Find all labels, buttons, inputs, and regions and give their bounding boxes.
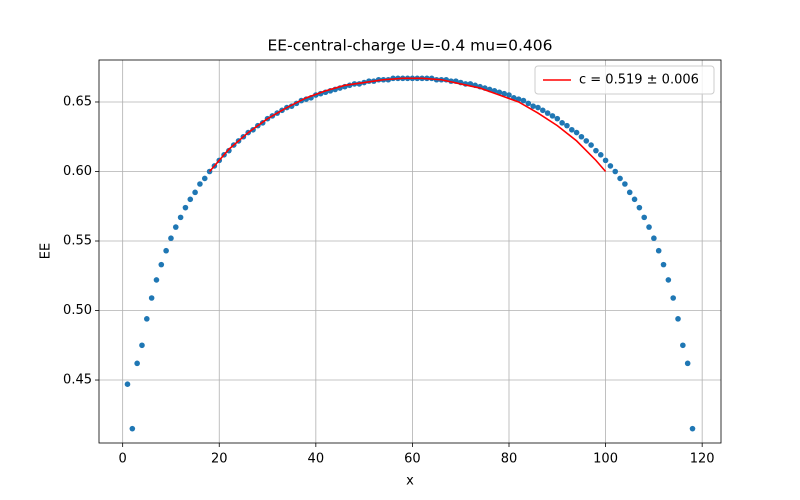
data-point: [564, 122, 570, 129]
x-tick-label: 0: [119, 452, 127, 467]
data-point: [129, 425, 136, 432]
data-point: [607, 163, 614, 169]
data-point: [660, 261, 667, 268]
data-point: [520, 97, 527, 104]
y-tick-label: 0.60: [63, 164, 92, 179]
x-tick-label: 80: [501, 452, 518, 467]
data-point: [655, 247, 662, 254]
data-point: [622, 181, 628, 187]
x-tick-label: 20: [211, 452, 228, 467]
data-point: [187, 196, 194, 203]
data-point: [684, 360, 691, 367]
y-tick-label: 0.55: [63, 234, 92, 249]
data-point: [568, 126, 575, 133]
data-point: [602, 157, 609, 164]
data-point: [124, 381, 131, 387]
data-point: [148, 295, 155, 301]
x-axis-label: x: [406, 474, 414, 489]
data-point: [578, 133, 585, 140]
data-point: [544, 110, 551, 116]
data-point: [168, 235, 174, 242]
fit-line: [208, 77, 607, 173]
data-point: [163, 247, 169, 254]
data-point: [549, 113, 556, 119]
data-point: [646, 224, 652, 230]
plot-frame: [98, 59, 722, 444]
data-point: [177, 214, 184, 221]
legend-label: c = 0.519 ± 0.006: [579, 73, 699, 88]
x-tick-label: 60: [404, 452, 421, 467]
data-point: [496, 89, 503, 96]
data-point: [597, 152, 604, 158]
data-point: [612, 168, 619, 175]
data-point: [172, 224, 179, 230]
y-tick-label: 0.65: [63, 94, 92, 109]
data-point: [530, 103, 536, 109]
data-point: [182, 204, 189, 211]
data-point: [559, 120, 565, 126]
data-point: [153, 277, 160, 283]
y-tick-label: 0.50: [63, 303, 92, 318]
y-tick-label: 0.45: [63, 373, 92, 388]
data-point: [588, 142, 594, 148]
data-point: [525, 100, 532, 107]
data-point: [134, 360, 140, 367]
data-point: [689, 425, 696, 432]
data-point: [573, 129, 580, 136]
data-point: [641, 214, 648, 221]
data-point: [593, 147, 599, 154]
data-point: [636, 204, 643, 211]
x-tick-label: 100: [593, 452, 618, 467]
data-point: [670, 295, 676, 301]
data-point: [158, 261, 165, 268]
data-point: [540, 107, 546, 114]
data-point: [554, 115, 561, 122]
data-point: [197, 181, 203, 187]
data-point: [144, 316, 150, 322]
data-point: [192, 189, 198, 196]
data-point: [617, 175, 623, 182]
data-point: [626, 189, 633, 196]
x-tick-label: 40: [308, 452, 325, 467]
data-point: [139, 342, 145, 349]
chart-title: EE-central-charge U=-0.4 mu=0.406: [268, 37, 553, 55]
data-point: [675, 316, 681, 322]
data-point: [506, 92, 512, 98]
x-tick-label: 120: [690, 452, 715, 467]
data-point: [665, 277, 672, 283]
data-point: [501, 90, 507, 97]
legend-box: [534, 65, 715, 95]
data-point: [631, 196, 638, 203]
data-point: [201, 175, 208, 182]
y-axis-label: EE: [39, 243, 54, 259]
data-point: [583, 138, 590, 144]
data-point: [680, 342, 686, 349]
data-point: [535, 104, 541, 111]
data-point: [651, 235, 657, 242]
data-point: [515, 96, 522, 103]
